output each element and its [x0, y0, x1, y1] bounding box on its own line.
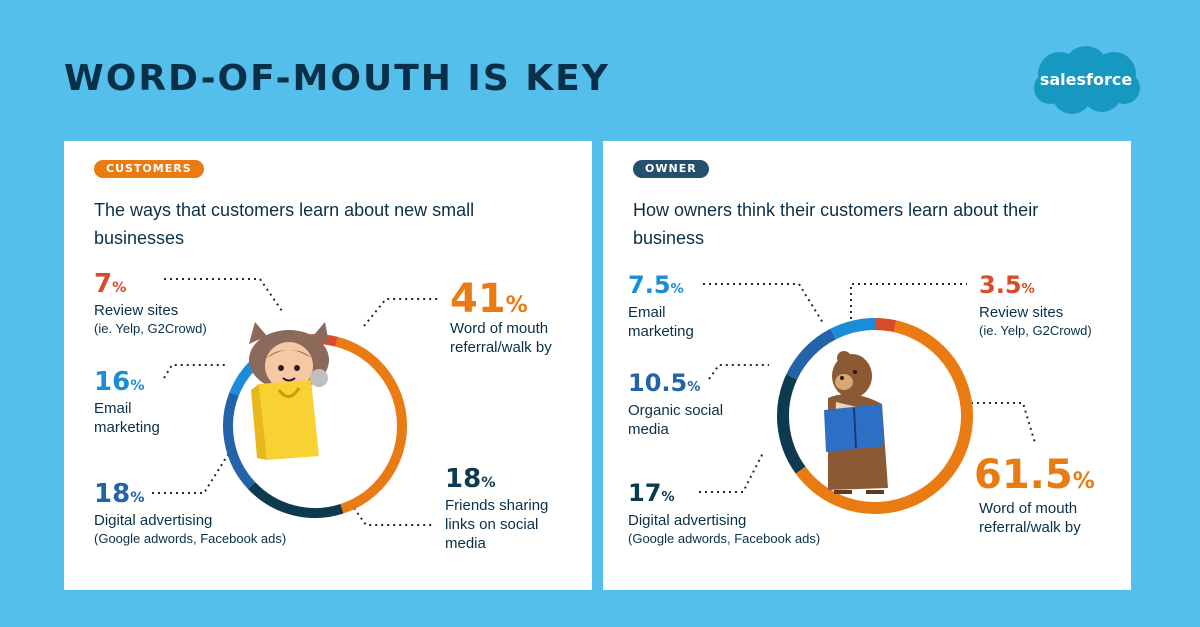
owner-review-percent: 3.5%: [979, 271, 1035, 299]
owner-email-label: Email marketing: [628, 304, 694, 340]
donut-segment-review-sites: [874, 318, 897, 333]
page-title: WORD-OF-MOUTH IS KEY: [64, 58, 610, 99]
digital-advertising-percent: 18%: [94, 479, 145, 509]
owner-chart-title: How owners think their customers learn a…: [633, 200, 1039, 248]
donut-segment-email-marketing: [830, 318, 876, 340]
owner-word-of-mouth-percent: 61.5%: [974, 452, 1095, 498]
owner-donut-chart: [777, 318, 973, 514]
owner-digital-ads-percent: 17%: [628, 479, 675, 507]
friends-sharing-percent: 18%: [445, 464, 496, 494]
owner-word-of-mouth-label: Word of mouth referral/walk by: [979, 500, 1081, 536]
customers-chart-title: The ways that customers learn about new …: [94, 200, 475, 248]
owner-email-percent: 7.5%: [628, 271, 684, 299]
friends-sharing-label: Friends sharing links on social media: [445, 497, 549, 552]
owner-organic-social-label: Organic social media: [628, 402, 724, 438]
donut-segment-word-of-mouth-referral-walk-by: [335, 336, 407, 514]
owner-panel: OWNER How owners think their customers l…: [603, 141, 1131, 590]
customers-panel: CUSTOMERS The ways that customers learn …: [64, 141, 592, 590]
owner-badge: OWNER: [633, 160, 709, 178]
owner-digital-ads-sub: (Google adwords, Facebook ads): [628, 531, 821, 546]
customers-leader-lines: [152, 278, 438, 526]
customers-donut-chart: [223, 334, 407, 518]
owner-digital-ads-label: Digital advertising: [628, 512, 747, 529]
donut-segment-word-of-mouth-referral-walk-by: [795, 320, 973, 514]
owner-leader-lines: [699, 283, 1036, 493]
owner-review-sub: (ie. Yelp, G2Crowd): [979, 323, 1092, 338]
donut-segment-organic-social-media: [786, 328, 837, 380]
codey-bear-mascot-illustration: [824, 351, 888, 494]
owner-review-label: Review sites: [979, 304, 1064, 321]
review-sites-percent: 7%: [94, 269, 127, 299]
donut-segment-digital-advertising: [777, 374, 806, 474]
salesforce-logo: salesforce: [1034, 46, 1140, 114]
donut-segment-friends-sharing-links-on-social-media: [247, 482, 344, 518]
digital-advertising-label: Digital advertising: [94, 512, 213, 529]
review-sites-label: Review sites: [94, 302, 179, 319]
donut-segment-digital-advertising: [223, 392, 256, 489]
review-sites-sub: (ie. Yelp, G2Crowd): [94, 321, 207, 336]
email-marketing-label: Email marketing: [94, 400, 160, 436]
word-of-mouth-label: Word of mouth referral/walk by: [450, 320, 552, 356]
digital-advertising-sub: (Google adwords, Facebook ads): [94, 531, 287, 546]
astro-mascot-illustration: [249, 322, 329, 460]
owner-organic-social-percent: 10.5%: [628, 369, 701, 397]
customers-badge: CUSTOMERS: [94, 160, 204, 178]
salesforce-wordmark: salesforce: [1040, 70, 1133, 89]
email-marketing-percent: 16%: [94, 367, 145, 397]
word-of-mouth-percent: 41%: [450, 276, 528, 322]
